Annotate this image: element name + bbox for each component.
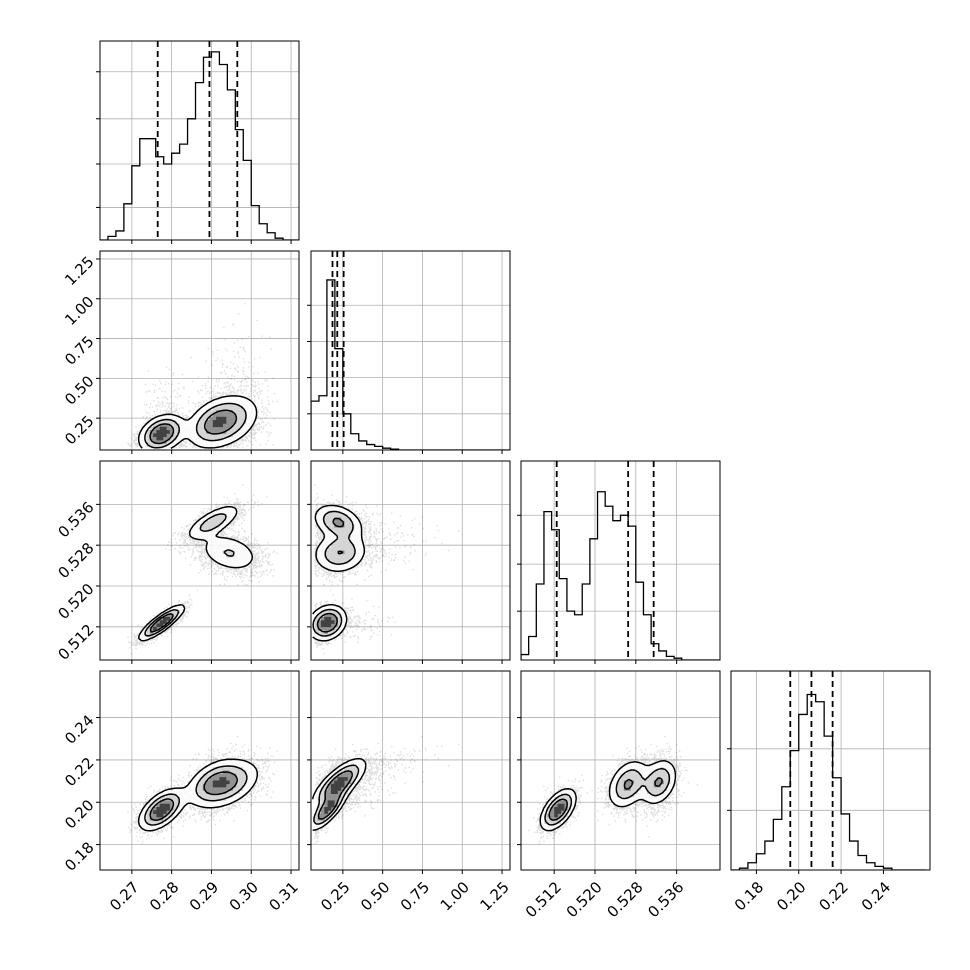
x-tick-label: 0.20 — [773, 878, 809, 914]
x-tick-label: 0.30 — [226, 878, 262, 914]
plot-area — [311, 461, 510, 660]
hist-panel-3 — [727, 670, 931, 874]
density-level — [153, 616, 170, 631]
x-tick-label: 0.31 — [265, 878, 301, 914]
scatter-panel-3-2 — [517, 670, 721, 874]
contour-line — [311, 757, 367, 831]
y-tick-label: 0.25 — [61, 412, 97, 448]
density-level — [544, 767, 671, 824]
x-tick-label: 0.24 — [858, 878, 894, 914]
panel-frame — [310, 670, 511, 871]
scatter-panel-2-1 — [307, 460, 511, 664]
y-tick-label: 0.50 — [61, 372, 97, 408]
y-tick-label: 0.24 — [61, 711, 97, 747]
density-level — [317, 517, 345, 634]
y-tick-label: 0.520 — [54, 580, 97, 623]
panel-frame — [99, 460, 300, 661]
plot-area — [311, 671, 510, 870]
panel-frame — [99, 250, 300, 451]
contour-line — [312, 510, 356, 637]
hist-panel-0 — [96, 40, 300, 244]
x-tick-label: 1.25 — [476, 878, 512, 914]
histogram-step — [731, 693, 926, 870]
x-tick-label: 0.512 — [522, 878, 565, 921]
x-tick-label: 0.75 — [397, 878, 433, 914]
contour-line — [149, 409, 238, 445]
contour-line — [539, 760, 677, 832]
panel-frame — [730, 670, 931, 871]
panel-frame — [99, 40, 300, 241]
contour-line — [149, 771, 239, 822]
panel-frame — [520, 460, 721, 661]
plot-area — [100, 461, 299, 660]
histogram-step — [521, 491, 720, 660]
density-level — [554, 803, 565, 818]
scatter-panel-1-0 — [96, 250, 300, 454]
x-tick-label: 0.536 — [644, 878, 687, 921]
scatter-panel-2-0 — [96, 460, 300, 664]
density-level — [153, 777, 230, 818]
histogram-step — [100, 51, 299, 240]
contour-line — [144, 402, 247, 449]
y-tick-label: 1.00 — [61, 293, 97, 329]
scatter-panel-3-0 — [96, 670, 300, 874]
x-tick-label: 0.18 — [731, 878, 767, 914]
hist-panel-2 — [517, 460, 721, 664]
x-tick-label: 0.25 — [317, 878, 353, 914]
x-tick-label: 0.27 — [106, 878, 142, 914]
contour-line — [144, 513, 235, 637]
x-tick-label: 0.22 — [816, 878, 852, 914]
contour-line — [312, 504, 366, 642]
density-level — [139, 507, 253, 641]
contour-line — [144, 765, 248, 826]
contour-line — [137, 395, 258, 449]
contour-line — [544, 767, 671, 826]
plot-area — [521, 461, 720, 660]
x-tick-label: 0.50 — [357, 878, 393, 914]
contour-line — [149, 613, 174, 633]
plot-area — [100, 671, 299, 870]
density-level — [547, 777, 664, 821]
scatter-panel-3-1 — [307, 670, 511, 874]
panel-frame — [310, 250, 511, 451]
density-level — [324, 777, 348, 814]
density-level — [320, 616, 335, 628]
contour-line — [548, 777, 663, 821]
contour-line — [316, 517, 345, 633]
y-tick-label: 0.528 — [54, 539, 97, 582]
y-tick-label: 1.25 — [61, 253, 97, 289]
x-tick-label: 0.29 — [186, 878, 222, 914]
plot-area — [731, 671, 930, 870]
y-tick-label: 0.536 — [54, 498, 97, 541]
density-level — [314, 510, 355, 638]
contour-line — [313, 764, 360, 825]
x-tick-label: 0.528 — [603, 878, 646, 921]
x-tick-label: 0.520 — [563, 878, 606, 921]
contour-line — [137, 758, 259, 832]
plot-area — [311, 251, 510, 450]
histogram-step — [311, 279, 510, 450]
density-level — [153, 416, 227, 441]
hist-panel-1 — [307, 250, 511, 454]
y-tick-label: 0.20 — [61, 796, 97, 832]
x-tick-label: 1.00 — [437, 878, 473, 914]
y-tick-label: 0.18 — [61, 838, 97, 874]
contour-line — [317, 770, 354, 820]
contour-line — [137, 506, 253, 642]
plot-area — [100, 251, 299, 450]
y-tick-label: 0.75 — [61, 332, 97, 368]
plot-area — [100, 41, 299, 240]
panel-frame — [520, 670, 721, 871]
plot-area — [521, 671, 720, 870]
panel-frame — [99, 670, 300, 871]
y-tick-label: 0.22 — [61, 754, 97, 790]
x-tick-label: 0.28 — [146, 878, 182, 914]
panel-frame — [310, 460, 511, 661]
y-tick-label: 0.512 — [54, 621, 97, 664]
